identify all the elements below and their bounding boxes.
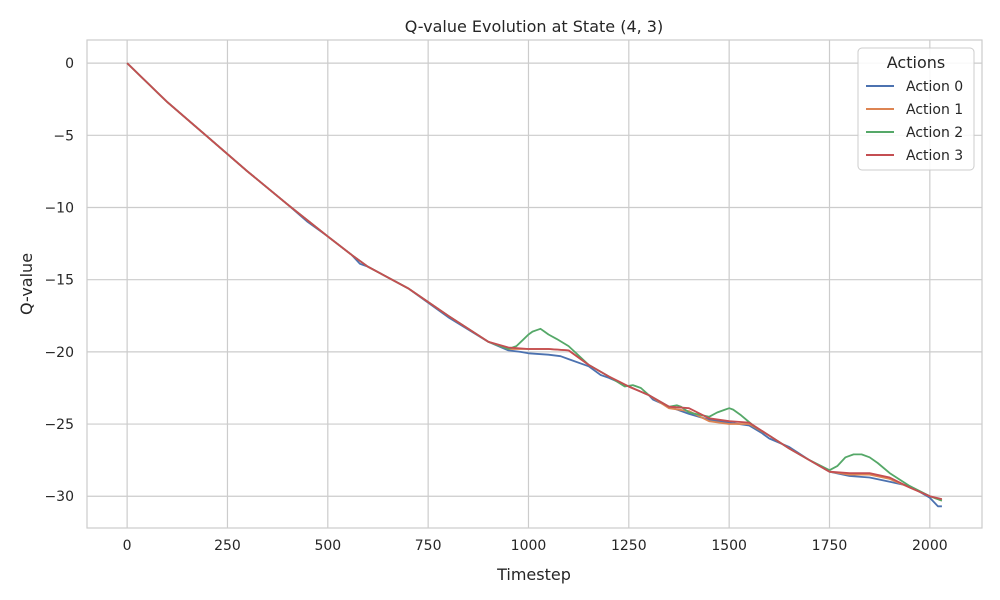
legend-box (857, 47, 975, 171)
y-tick-label: −25 (44, 417, 74, 433)
y-axis-title: Q-value (17, 253, 36, 315)
series-layer (126, 62, 943, 508)
y-tick-label: −20 (44, 345, 74, 361)
y-tick-label: −5 (53, 128, 74, 144)
series-line-action-3 (126, 62, 943, 500)
x-tick-label: 1000 (511, 538, 547, 554)
x-tick-label: 0 (123, 538, 132, 554)
x-axis-title: Timestep (496, 565, 571, 584)
y-tick-label: −30 (44, 489, 74, 505)
x-tick-label: 250 (214, 538, 241, 554)
legend-label: Action 1 (906, 102, 963, 118)
x-tick-label: 1750 (812, 538, 848, 554)
legend-label: Action 3 (906, 148, 963, 164)
legend-label: Action 2 (906, 125, 963, 141)
y-tick-label: −15 (44, 273, 74, 289)
x-tick-label: 750 (415, 538, 442, 554)
x-tick-label: 2000 (912, 538, 948, 554)
chart-title: Q-value Evolution at State (4, 3) (405, 17, 663, 36)
x-axis: 0 250 500 750 1000 1250 1500 1750 2000 (123, 538, 948, 554)
series-line-action-0 (126, 62, 942, 508)
x-tick-label: 1500 (711, 538, 747, 554)
legend-label: Action 0 (906, 79, 963, 95)
y-tick-label: 0 (65, 56, 74, 72)
plot-frame (86, 39, 983, 529)
series-line-action-1 (126, 62, 943, 502)
x-tick-label: 1250 (611, 538, 647, 554)
y-axis: 0 −5 −10 −15 −20 −25 −30 (44, 56, 74, 505)
grid (87, 40, 982, 528)
legend: Actions Action 0 Action 1 Action 2 Action 3 (857, 47, 975, 171)
legend-title: Actions (887, 53, 945, 72)
y-tick-label: −10 (44, 200, 74, 216)
legend-items: Action 0 Action 1 Action 2 Action 3 (866, 79, 963, 164)
series-line-action-2 (126, 62, 943, 502)
x-tick-label: 500 (314, 538, 341, 554)
